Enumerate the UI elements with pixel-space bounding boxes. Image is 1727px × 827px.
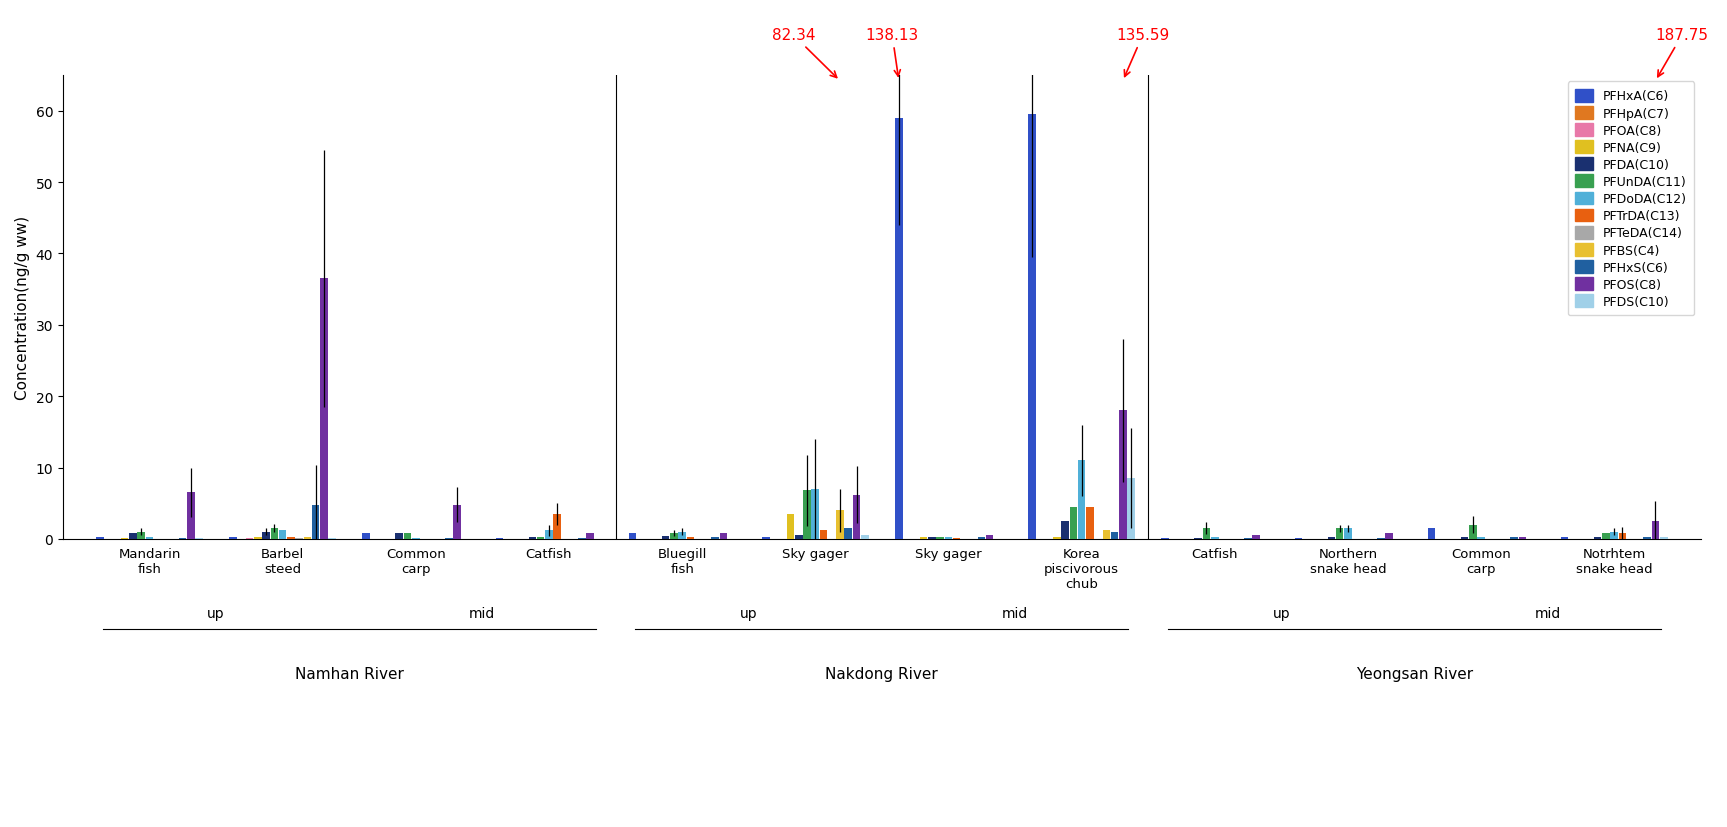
Text: up: up [739, 606, 758, 620]
Bar [1069, 507, 1078, 539]
Bar [1086, 507, 1093, 539]
Text: Yeongsan River: Yeongsan River [1356, 667, 1473, 681]
Bar [1610, 532, 1618, 539]
Bar [836, 511, 845, 539]
Bar [920, 538, 927, 539]
Bar [977, 538, 984, 539]
Bar [1618, 533, 1627, 539]
Bar [1660, 538, 1668, 539]
Bar [1344, 528, 1352, 539]
Bar [452, 505, 461, 539]
Bar [1211, 538, 1219, 539]
Bar [1102, 531, 1110, 539]
Bar [304, 538, 311, 539]
Bar [1110, 532, 1119, 539]
Bar [587, 533, 594, 539]
Bar [1603, 533, 1610, 539]
Bar [1053, 537, 1060, 539]
Text: up: up [1273, 606, 1290, 620]
Bar [1128, 479, 1135, 539]
Bar [986, 536, 993, 539]
Text: mid: mid [1002, 606, 1028, 620]
Bar [1385, 533, 1394, 539]
Bar [803, 490, 810, 539]
Bar [936, 537, 945, 539]
Bar [670, 533, 677, 539]
Bar [271, 528, 278, 539]
Text: Namhan River: Namhan River [295, 667, 404, 681]
Bar [679, 532, 686, 539]
Bar [1335, 528, 1344, 539]
Bar [1644, 538, 1651, 539]
Bar [363, 533, 370, 539]
Bar [712, 538, 718, 539]
Bar [788, 514, 794, 539]
Bar [553, 514, 561, 539]
Bar [661, 537, 670, 539]
Bar [1328, 537, 1335, 539]
Bar [687, 537, 694, 539]
Bar [395, 533, 402, 539]
Bar [794, 536, 803, 539]
Bar [254, 537, 263, 539]
Text: 138.13: 138.13 [865, 28, 919, 77]
Bar [278, 531, 287, 539]
Bar [404, 533, 411, 539]
Bar [820, 531, 827, 539]
Bar [130, 533, 136, 539]
Bar [537, 537, 544, 539]
Bar [1518, 538, 1527, 539]
Bar [812, 490, 819, 539]
Bar [853, 495, 860, 539]
Bar [845, 528, 851, 539]
Bar [1461, 537, 1468, 539]
Bar [1252, 535, 1259, 539]
Bar [895, 119, 903, 539]
Bar [138, 532, 145, 539]
Bar [1594, 538, 1601, 539]
Bar [1119, 411, 1126, 539]
Text: 82.34: 82.34 [772, 28, 836, 79]
Bar [187, 493, 195, 539]
Bar [230, 538, 237, 539]
Y-axis label: Concentration(ng/g ww): Concentration(ng/g ww) [16, 216, 29, 399]
Text: 135.59: 135.59 [1116, 28, 1169, 78]
Bar [720, 533, 727, 539]
Bar [927, 537, 936, 539]
Bar [1428, 528, 1435, 539]
Text: 187.75: 187.75 [1656, 28, 1708, 78]
Text: mid: mid [470, 606, 496, 620]
Bar [1028, 115, 1036, 539]
Bar [313, 505, 319, 539]
Text: mid: mid [1535, 606, 1561, 620]
Text: up: up [207, 606, 225, 620]
Text: Nakdong River: Nakdong River [826, 667, 938, 681]
Bar [862, 536, 869, 539]
Bar [287, 537, 295, 539]
Bar [1509, 538, 1518, 539]
Bar [546, 531, 553, 539]
Bar [762, 537, 770, 539]
Bar [1470, 525, 1477, 539]
Bar [97, 538, 104, 539]
Bar [1078, 461, 1085, 539]
Bar [1651, 521, 1660, 539]
Bar [1561, 538, 1568, 539]
Bar [319, 279, 328, 539]
Bar [263, 532, 269, 539]
Bar [528, 538, 535, 539]
Legend: PFHxA(C6), PFHpA(C7), PFOA(C8), PFNA(C9), PFDA(C10), PFUnDA(C11), PFDoDA(C12), P: PFHxA(C6), PFHpA(C7), PFOA(C8), PFNA(C9)… [1568, 82, 1694, 316]
Bar [1477, 537, 1485, 539]
Bar [945, 537, 952, 539]
Bar [145, 538, 154, 539]
Bar [1202, 528, 1211, 539]
Bar [1062, 521, 1069, 539]
Bar [629, 533, 636, 539]
